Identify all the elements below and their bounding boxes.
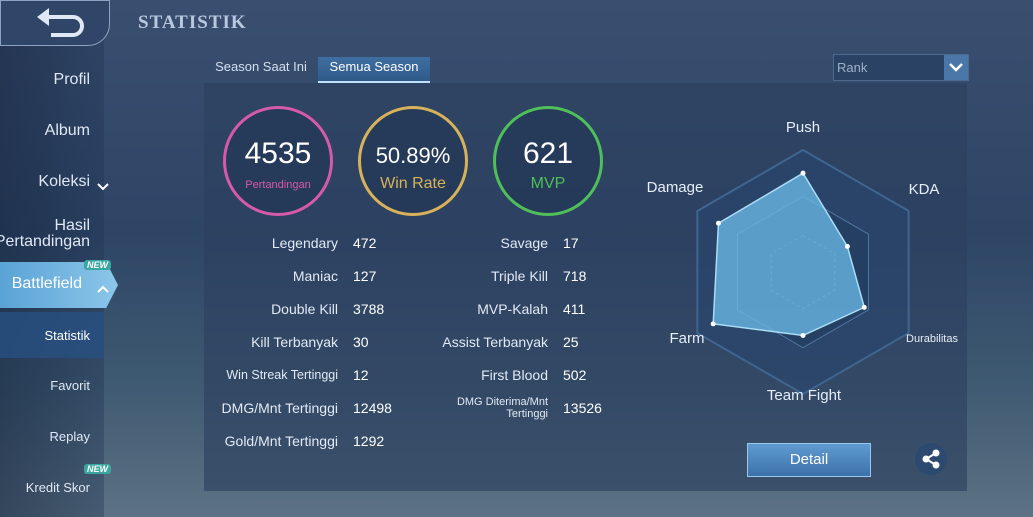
radar-point xyxy=(800,332,806,338)
summary-value: 50.89% xyxy=(375,143,451,168)
radar-point xyxy=(800,170,806,176)
tab-active[interactable]: Semua Season xyxy=(318,57,430,83)
stat-label: Maniac xyxy=(292,268,338,284)
stat-value: 13526 xyxy=(563,400,602,416)
stat-value: 17 xyxy=(563,235,579,251)
sidebar-item[interactable]: Favorit xyxy=(50,378,90,393)
stat-label: Double Kill xyxy=(271,301,338,317)
stat-label: Gold/Mnt Tertinggi xyxy=(224,433,338,449)
radar-axis-label: Farm xyxy=(670,330,705,347)
back-icon xyxy=(37,8,84,37)
dropdown[interactable]: Rank xyxy=(833,54,969,81)
chevron xyxy=(97,280,109,293)
chevron xyxy=(97,178,109,191)
page-title: STATISTIK xyxy=(138,12,247,33)
summary-circle: 4535 Pertandingan xyxy=(223,106,333,216)
stat-label: Savage xyxy=(500,235,548,251)
stat-label: Triple Kill xyxy=(490,268,548,284)
back-button[interactable] xyxy=(0,0,110,46)
dropdown-value: Rank xyxy=(837,60,868,75)
stat-value: 30 xyxy=(353,334,369,350)
sidebar-item[interactable]: Kredit Skor xyxy=(25,480,90,495)
summary-label: MVP xyxy=(530,175,566,192)
sidebar-item[interactable]: Koleksi xyxy=(38,173,90,190)
summary-value: 621 xyxy=(522,137,574,170)
sidebar: Profil Album Koleksi Hasil Pertandingan Batt… xyxy=(0,0,118,517)
sidebar-item[interactable]: Album xyxy=(44,122,90,139)
stat-label: MVP-Kalah xyxy=(477,301,548,317)
radar-point xyxy=(710,321,716,327)
radar-axis-label: Durabilitas xyxy=(906,333,958,345)
summary-circle: 50.89% Win Rate xyxy=(358,106,468,216)
stat-value: 12498 xyxy=(353,400,392,416)
radar-axis-label: Damage xyxy=(647,179,704,196)
summary-label: Win Rate xyxy=(380,175,446,192)
share-button[interactable] xyxy=(915,443,947,475)
summary-label: Pertandingan xyxy=(245,179,311,191)
radar-point xyxy=(861,304,867,310)
stat-value: 25 xyxy=(563,334,579,350)
detail-button[interactable]: Detail xyxy=(747,443,871,477)
new-badge: NEW xyxy=(84,260,111,270)
stat-label: Assist Terbanyak xyxy=(442,334,548,350)
stat-value: 472 xyxy=(353,235,377,251)
stat-label: First Blood xyxy=(481,367,548,383)
radar-point xyxy=(844,243,850,249)
radar-axis-label: Push xyxy=(786,119,820,136)
tab[interactable]: Season Saat Ini xyxy=(215,59,307,74)
stat-value: 1292 xyxy=(353,433,385,449)
stat-label: Legendary xyxy=(271,235,338,251)
summary-circle: 621 MVP xyxy=(493,106,603,216)
radar-point xyxy=(715,220,721,226)
new-badge: NEW xyxy=(84,464,111,474)
stat-value: 718 xyxy=(563,268,587,284)
sidebar-item[interactable]: Hasil Pertandingan xyxy=(0,217,90,250)
stat-value: 12 xyxy=(353,367,369,383)
sidebar-item[interactable]: Profil xyxy=(53,71,90,88)
sidebar-item[interactable]: Replay xyxy=(49,429,90,444)
radar-axis-label: KDA xyxy=(909,181,940,198)
stat-value: 3788 xyxy=(353,301,385,317)
stat-label: DMG/Mnt Tertinggi xyxy=(221,400,338,416)
dropdown-arrow xyxy=(944,55,968,80)
sidebar-item[interactable]: Battlefield xyxy=(11,275,82,292)
stat-label: Win Streak Tertinggi xyxy=(226,368,338,382)
stat-value: 127 xyxy=(353,268,377,284)
summary-value: 4535 xyxy=(244,137,312,170)
stat-value: 411 xyxy=(563,301,586,317)
active-item xyxy=(0,312,104,358)
stat-value: 502 xyxy=(563,367,587,383)
radar-axis-label: Team Fight xyxy=(767,387,842,404)
sidebar-item[interactable]: Statistik xyxy=(44,328,90,343)
stat-label: Kill Terbanyak xyxy=(251,334,338,350)
stat-label: DMG Diterima/Mnt Tertinggi xyxy=(456,396,548,420)
